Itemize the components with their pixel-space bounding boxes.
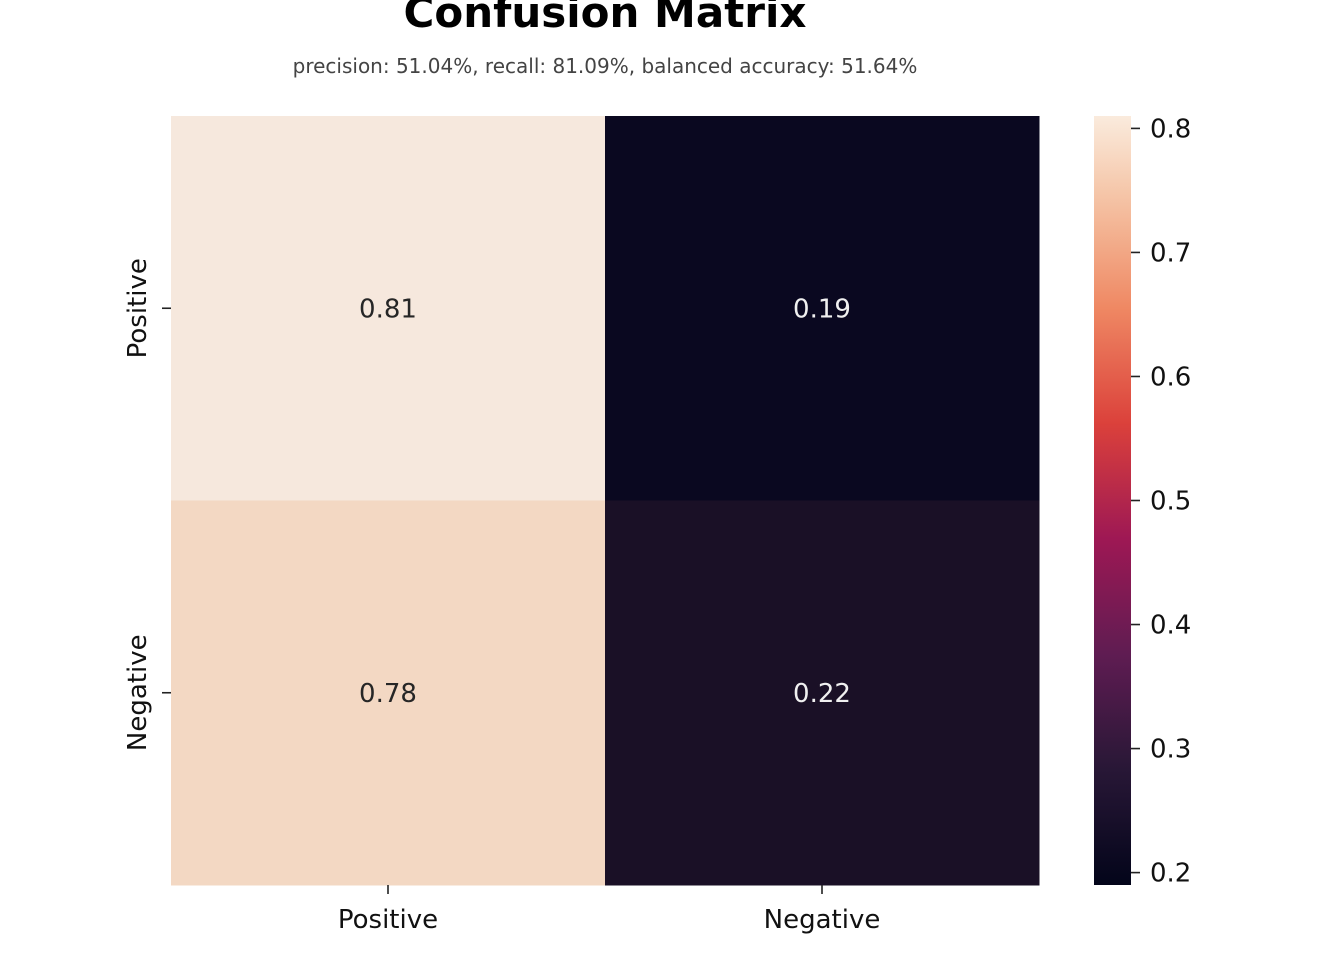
heatmap-cell [605, 116, 1040, 501]
y-tick-label: Negative [123, 634, 153, 751]
colorbar-tick-label: 0.7 [1150, 238, 1191, 268]
y-tick-label: Positive [123, 258, 153, 358]
colorbar-tick-label: 0.5 [1150, 487, 1191, 517]
cell-value-label: 0.19 [793, 294, 851, 324]
colorbar-tick-label: 0.2 [1150, 859, 1191, 889]
colorbar [1094, 116, 1131, 885]
heatmap-cell [605, 500, 1040, 886]
colorbar-tick-label: 0.8 [1150, 114, 1191, 144]
x-tick-label: Negative [764, 905, 881, 935]
colorbar-tick-label: 0.3 [1150, 735, 1191, 765]
heatmap-cell [171, 116, 606, 501]
heatmap-cell [171, 500, 606, 886]
colorbar-tick-label: 0.4 [1150, 611, 1191, 641]
cell-value-label: 0.78 [359, 679, 417, 709]
chart-title: Confusion Matrix [403, 0, 807, 37]
cell-value-label: 0.22 [793, 679, 851, 709]
chart-subtitle: precision: 51.04%, recall: 81.09%, balan… [292, 54, 918, 78]
cell-value-label: 0.81 [359, 294, 417, 324]
colorbar-tick-label: 0.6 [1150, 362, 1191, 392]
x-tick-label: Positive [338, 905, 438, 935]
